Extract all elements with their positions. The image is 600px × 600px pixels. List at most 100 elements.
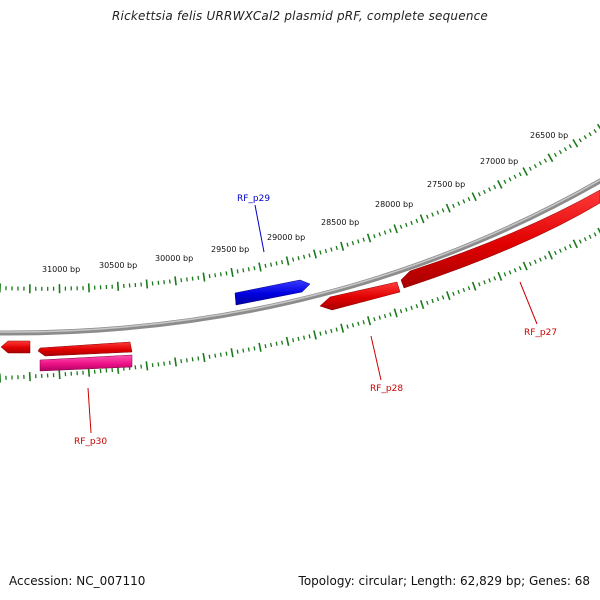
minor-tick bbox=[410, 305, 413, 310]
minor-tick bbox=[247, 267, 250, 272]
minor-tick bbox=[308, 253, 311, 258]
minor-tick bbox=[191, 276, 194, 281]
minor-tick bbox=[297, 256, 300, 261]
minor-tick bbox=[588, 132, 592, 137]
gene-rf-p28[interactable] bbox=[319, 281, 401, 311]
major-tick bbox=[419, 299, 425, 310]
minor-tick bbox=[163, 361, 166, 366]
tick-label: 28500 bp bbox=[321, 218, 359, 227]
minor-tick bbox=[180, 278, 183, 283]
minor-tick bbox=[518, 266, 522, 271]
minor-tick bbox=[543, 158, 547, 163]
minor-tick bbox=[436, 210, 440, 215]
gene-label-rf-p29: RF_p29 bbox=[237, 194, 270, 204]
tick-label: 30000 bp bbox=[155, 254, 193, 263]
minor-tick bbox=[346, 242, 349, 247]
minor-tick bbox=[225, 271, 228, 276]
major-tick bbox=[522, 167, 529, 176]
minor-tick bbox=[197, 356, 200, 361]
minor-tick bbox=[452, 203, 455, 208]
major-tick bbox=[572, 138, 579, 148]
minor-tick bbox=[389, 228, 392, 233]
major-tick bbox=[497, 180, 503, 189]
minor-tick bbox=[280, 260, 284, 265]
minor-tick bbox=[425, 214, 429, 219]
minor-tick bbox=[528, 166, 532, 171]
minor-tick bbox=[462, 287, 466, 293]
outer-scale-track bbox=[0, 123, 600, 294]
minor-tick bbox=[583, 135, 587, 140]
minor-tick bbox=[335, 327, 338, 332]
major-tick bbox=[145, 279, 149, 289]
minor-tick bbox=[219, 272, 222, 277]
gene-rf-p27[interactable] bbox=[400, 189, 600, 289]
minor-tick bbox=[319, 250, 322, 255]
minor-tick bbox=[236, 349, 239, 354]
leader-line-rf-p28 bbox=[370, 335, 382, 381]
minor-tick bbox=[247, 347, 250, 352]
minor-tick bbox=[405, 307, 408, 312]
major-tick bbox=[419, 214, 425, 224]
plasmid-backbone bbox=[0, 178, 600, 336]
minor-tick bbox=[518, 172, 522, 177]
minor-tick bbox=[508, 177, 512, 182]
minor-tick bbox=[236, 269, 239, 274]
major-tick bbox=[313, 330, 317, 340]
gene-rf-p29[interactable] bbox=[234, 279, 311, 306]
minor-tick bbox=[330, 247, 333, 252]
minor-tick bbox=[264, 263, 267, 268]
minor-tick bbox=[302, 335, 306, 340]
minor-tick bbox=[197, 275, 200, 280]
minor-tick bbox=[493, 276, 497, 281]
minor-tick bbox=[168, 360, 171, 365]
tick-label: 27000 bp bbox=[480, 157, 518, 166]
minor-tick bbox=[383, 230, 387, 235]
major-tick bbox=[446, 291, 451, 301]
minor-tick bbox=[431, 212, 434, 217]
minor-tick bbox=[242, 348, 245, 353]
topology-summary: Topology: circular; Length: 62,829 bp; G… bbox=[298, 574, 590, 588]
major-tick bbox=[174, 357, 177, 367]
major-tick bbox=[258, 342, 262, 352]
major-tick bbox=[230, 348, 234, 358]
minor-tick bbox=[477, 282, 481, 287]
minor-tick bbox=[553, 152, 557, 158]
minor-tick bbox=[351, 241, 355, 246]
tick-label: 29500 bp bbox=[211, 245, 249, 254]
major-tick bbox=[393, 308, 398, 318]
minor-tick bbox=[242, 268, 245, 273]
tick-label: 26500 bp bbox=[530, 131, 568, 140]
major-tick bbox=[58, 370, 61, 380]
major-tick bbox=[28, 372, 31, 382]
minor-tick bbox=[281, 340, 284, 345]
major-tick bbox=[285, 336, 290, 346]
minor-tick bbox=[467, 196, 471, 202]
minor-tick bbox=[214, 273, 217, 278]
major-tick bbox=[572, 239, 578, 249]
minor-tick bbox=[399, 224, 403, 229]
minor-tick bbox=[330, 328, 333, 334]
minor-tick bbox=[488, 187, 492, 192]
minor-tick bbox=[508, 270, 512, 275]
minor-tick bbox=[373, 234, 376, 239]
minor-tick bbox=[324, 248, 328, 254]
gene-unlabeled[interactable] bbox=[0, 340, 31, 354]
minor-tick bbox=[253, 266, 256, 271]
gene-rf-p30[interactable] bbox=[37, 341, 133, 372]
minor-tick bbox=[378, 315, 381, 320]
minor-tick bbox=[493, 184, 497, 190]
minor-tick bbox=[533, 163, 537, 169]
major-tick bbox=[522, 261, 528, 271]
minor-tick bbox=[539, 257, 542, 262]
major-tick bbox=[597, 227, 600, 234]
minor-tick bbox=[214, 353, 217, 358]
minor-tick bbox=[275, 261, 278, 266]
minor-tick bbox=[302, 254, 306, 259]
minor-tick bbox=[563, 147, 567, 152]
minor-tick bbox=[462, 199, 466, 204]
minor-tick bbox=[168, 279, 171, 284]
minor-tick bbox=[593, 232, 597, 237]
major-tick bbox=[471, 192, 477, 202]
minor-tick bbox=[269, 342, 273, 348]
minor-tick bbox=[335, 245, 338, 251]
